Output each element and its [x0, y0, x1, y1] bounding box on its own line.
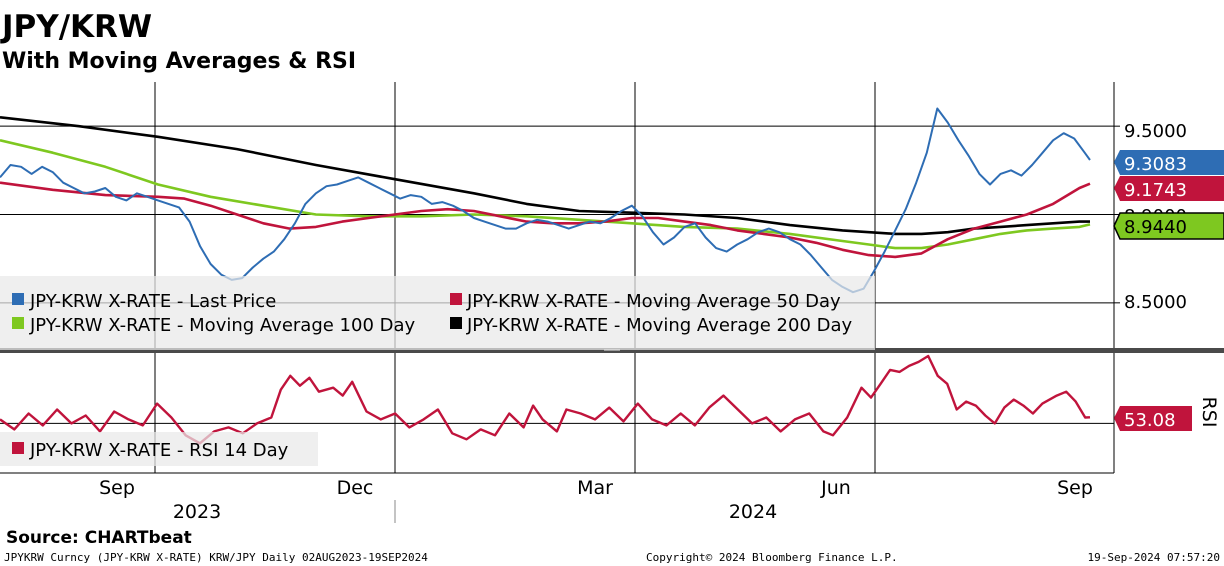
footer-series-info: JPYKRW Curncy (JPY-KRW X-RATE) KRW/JPY D… [4, 551, 428, 564]
ma50-tag: 9.1743 [1114, 176, 1224, 201]
price-series-group [0, 107, 1091, 294]
ma50-tag-box [1114, 176, 1224, 201]
source-label: Source: CHARTbeat [6, 528, 192, 548]
chart-subtitle: With Moving Averages & RSI [2, 49, 356, 74]
legend-last-price: JPY-KRW X-RATE - Last Price [29, 291, 276, 312]
footer-copyright: Copyright© 2024 Bloomberg Finance L.P. [646, 551, 898, 564]
price-legend: JPY-KRW X-RATE - Last Price JPY-KRW X-RA… [0, 276, 875, 350]
last-price-tag-box [1114, 150, 1224, 175]
last-price-value: 9.3083 [1124, 154, 1187, 175]
month-label: Sep [1057, 477, 1093, 499]
footer-timestamp: 19-Sep-2024 07:57:20 [1088, 551, 1220, 564]
price-legend-box [0, 276, 875, 350]
legend-swatch-ma100 [12, 317, 24, 329]
legend-ma50: JPY-KRW X-RATE - Moving Average 50 Day [466, 291, 841, 312]
legend-swatch-ma50 [450, 293, 462, 305]
chart-title: JPY/KRW [0, 9, 152, 45]
rsi-value: 53.08 [1124, 410, 1176, 431]
ma100-tag: 8.9440 [1113, 212, 1224, 240]
series-line-ma50 [0, 181, 1091, 259]
year-label: 2023 [173, 501, 221, 523]
month-label: Jun [820, 477, 851, 499]
price-tick-label: 8.5000 [1124, 292, 1187, 313]
series-line-rsi [0, 354, 1091, 445]
legend-swatch-ma200 [450, 317, 462, 329]
series-line-ma200 [0, 116, 1090, 236]
rsi-series-group [0, 354, 1091, 445]
rsi-legend: JPY-KRW X-RATE - RSI 14 Day [0, 432, 318, 466]
last-price-tag: 9.3083 [1114, 150, 1224, 175]
month-label: Dec [337, 477, 374, 499]
month-label: Mar [577, 477, 613, 499]
ma50-value: 9.1743 [1124, 180, 1187, 201]
ma100-value: 8.9440 [1124, 217, 1187, 238]
legend-swatch-last-price [12, 293, 24, 305]
series-line-last-price [0, 107, 1091, 294]
rsi-tag-box [1114, 406, 1192, 431]
month-label: Sep [99, 477, 135, 499]
rsi-legend-box [0, 432, 318, 466]
ma100-tag-box [1113, 212, 1224, 240]
rsi-tag: 53.08 [1114, 406, 1192, 431]
legend-rsi: JPY-KRW X-RATE - RSI 14 Day [29, 440, 289, 461]
price-tick-label: 9.5000 [1124, 121, 1187, 142]
rsi-axis-label: RSI [1198, 397, 1220, 428]
year-label: 2024 [729, 501, 777, 523]
legend-ma200: JPY-KRW X-RATE - Moving Average 200 Day [466, 315, 853, 336]
legend-swatch-rsi [12, 442, 24, 454]
legend-ma100: JPY-KRW X-RATE - Moving Average 100 Day [29, 315, 416, 336]
